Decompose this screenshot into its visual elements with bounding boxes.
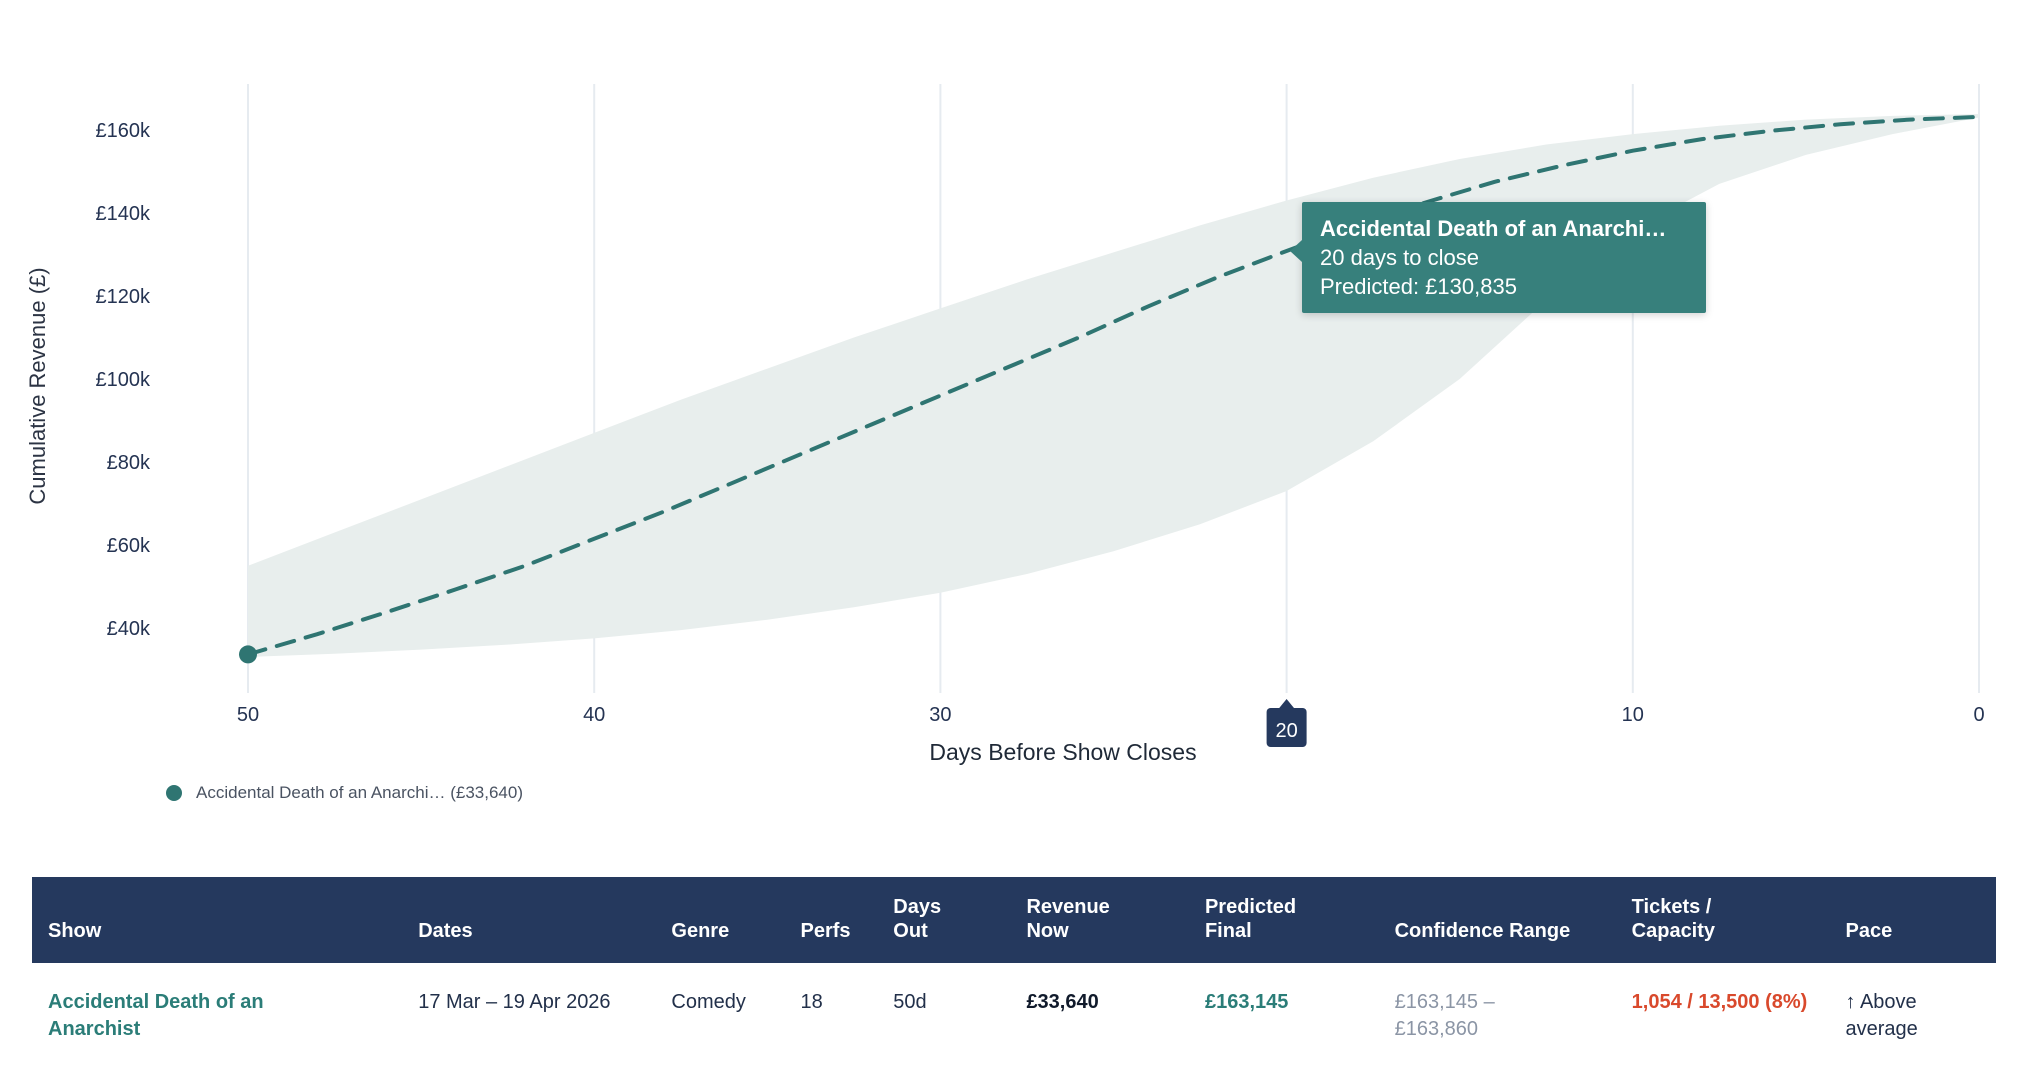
cell-predicted_final-value: £163,145	[1204, 991, 1289, 1013]
tooltip-predicted-value: Predicted: £130,835	[1320, 274, 1517, 300]
column-header-predicted_final: Predicted Final	[1188, 877, 1379, 963]
cell-confidence_range-value: £163,145 – £163,860	[1394, 991, 1495, 1040]
column-header-revenue_now: Revenue Now	[1010, 877, 1189, 963]
x-tick-label: 30	[929, 704, 951, 726]
y-tick-label: £120k	[96, 286, 151, 308]
table-row: Accidental Death of an Anarchist 17 Mar –…	[32, 963, 1996, 1083]
cell-show-value[interactable]: Accidental Death of an Anarchist	[48, 991, 264, 1040]
column-header-genre: Genre	[655, 877, 785, 963]
y-tick-label: £80k	[107, 452, 151, 474]
column-header-tickets_capacity: Tickets / Capacity	[1615, 877, 1830, 963]
column-header-show: Show	[32, 877, 403, 963]
tooltip-show-title: Accidental Death of an Anarchi…	[1320, 216, 1667, 241]
prediction-line	[246, 114, 1981, 657]
series-start-point[interactable]	[239, 645, 257, 664]
column-header-pace: Pace	[1829, 877, 1996, 963]
cell-pace: ↑ Above average	[1829, 963, 1996, 1083]
legend-item[interactable]: Accidental Death of an Anarchi… (£33,640…	[166, 783, 2028, 803]
cell-genre-value: Comedy	[671, 991, 746, 1013]
y-tick-label: £60k	[107, 535, 151, 557]
column-header-confidence_range: Confidence Range	[1378, 877, 1616, 963]
x-axis-title: Days Before Show Closes	[929, 739, 1196, 765]
column-header-perfs: Perfs	[784, 877, 878, 963]
cell-pace-value: ↑ Above average	[1845, 991, 1918, 1040]
cell-revenue_now: £33,640	[1010, 963, 1189, 1083]
x-tick-label: 50	[237, 704, 259, 726]
cell-days_out-value: 50d	[893, 991, 927, 1013]
table-header-row: Show Dates Genre Perfs Days Out Revenue Now Pred…	[32, 877, 1996, 963]
x-tick-label: 40	[583, 704, 605, 726]
cell-revenue_now-value: £33,640	[1026, 991, 1099, 1013]
forecast-chart[interactable]: £40k £60k £80k £100k £120k £140k £160k 50 40 30 20…	[0, 0, 2028, 775]
cell-show[interactable]: Accidental Death of an Anarchist	[32, 963, 403, 1083]
cell-dates: 17 Mar – 19 Apr 2026	[402, 963, 656, 1083]
column-header-dates: Dates	[402, 877, 656, 963]
x-tick-badge	[1266, 708, 1307, 747]
x-tick-label: 10	[1622, 704, 1644, 726]
cell-perfs: 18	[784, 963, 878, 1083]
y-tick-label: £40k	[107, 618, 151, 640]
chart-tooltip: Accidental Death of an Anarchi… 20 days …	[1290, 202, 1706, 314]
x-tick-label-highlighted: 20	[1275, 720, 1297, 742]
y-tick-label: £160k	[96, 120, 151, 142]
cell-perfs-value: 18	[800, 991, 823, 1013]
y-tick-label: £100k	[96, 369, 151, 391]
tooltip-arrow-icon	[1290, 240, 1302, 262]
cell-days_out: 50d	[877, 963, 1011, 1083]
cell-tickets_capacity-value: 1,054 / 13,500 (8%)	[1631, 991, 1808, 1013]
cell-genre: Comedy	[655, 963, 785, 1083]
cell-confidence_range: £163,145 – £163,860	[1378, 963, 1616, 1083]
confidence-band	[248, 114, 1979, 657]
revenue-forecast-chart-wrap: £40k £60k £80k £100k £120k £140k £160k 50 40 30 20…	[0, 0, 2028, 775]
column-header-days_out: Days Out	[877, 877, 1011, 963]
y-tick-label: £140k	[96, 203, 151, 225]
x-tick-label: 0	[1973, 704, 1984, 726]
cell-dates-value: 17 Mar – 19 Apr 2026	[418, 991, 611, 1013]
tick-pointer-icon	[1277, 699, 1296, 710]
legend-label: Accidental Death of an Anarchi… (£33,640…	[196, 783, 523, 802]
cell-tickets_capacity: 1,054 / 13,500 (8%)	[1615, 963, 1830, 1083]
shows-forecast-table: Show Dates Genre Perfs Days Out Revenue Now Pred…	[32, 877, 1996, 1083]
y-axis-title: Cumulative Revenue (£)	[25, 267, 50, 504]
cell-predicted_final: £163,145	[1188, 963, 1379, 1083]
tooltip-days-to-close: 20 days to close	[1320, 245, 1479, 271]
series-dot-icon	[166, 785, 182, 801]
